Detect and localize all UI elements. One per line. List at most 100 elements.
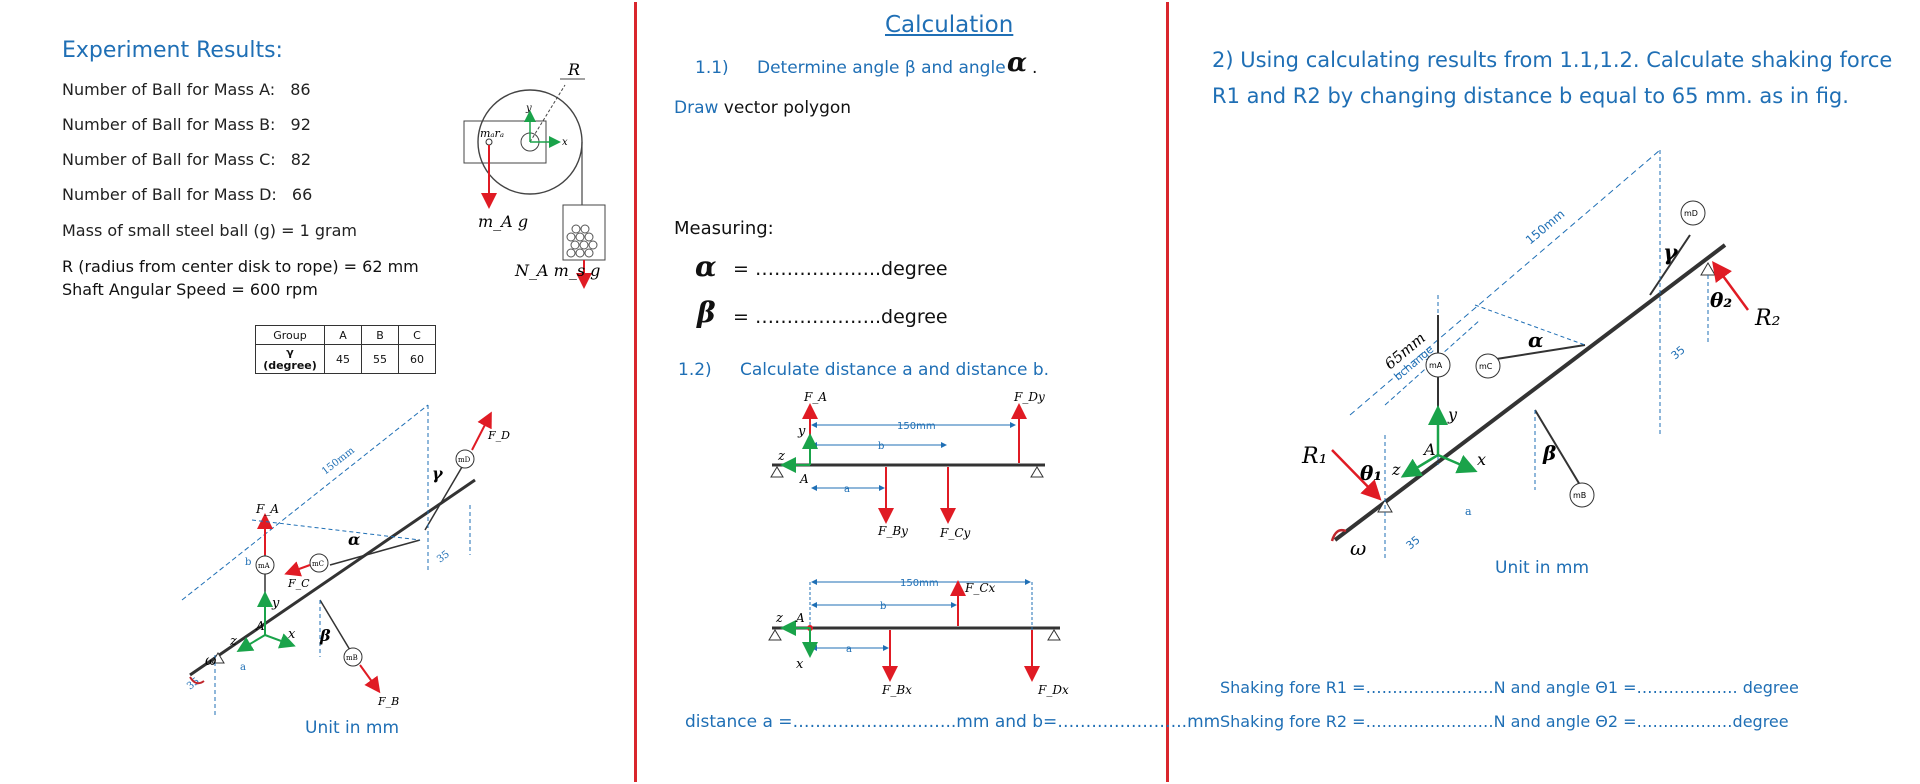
step-1-2-text: Calculate distance a and distance b. [740,360,1050,380]
mass-a-label-r: mA [1429,361,1443,370]
task-2-heading-line-1: 2) Using calculating results from 1.1,1.… [1212,48,1893,72]
fdx-label: F_Dx [1037,683,1069,697]
r1-arrow [1331,449,1382,501]
step-1-2-number: 1.2) [678,360,712,380]
dim-a-label-1: a [844,484,850,495]
mass-b-row: Number of Ball for Mass B: 92 [62,115,311,134]
gamma-label: γ [432,464,444,483]
gamma-table-row: γ (degree) 45 55 60 [255,344,436,374]
gamma-table-cell: 55 [361,344,399,374]
fcy-label: F_Cy [939,526,971,540]
draw-word: Draw [674,98,719,118]
rod-c [329,539,421,566]
radius-line: R (radius from center disk to rope) = 62… [62,257,419,276]
origin-label-r: A [1422,440,1436,459]
dim-a-label-2: a [846,644,852,655]
dim-35b-label-r: 35 [1669,343,1688,362]
alpha-guide [251,519,421,541]
dim-150-label-2: 150mm [900,578,939,589]
right-fig-unit: Unit in mm [1495,558,1590,578]
gamma-table-cell: 60 [398,344,436,374]
gamma-table-header: C [398,325,436,345]
radius-label: R [567,60,580,79]
mass-b-label-r: mB [1573,491,1586,500]
mass-a-value: 86 [290,80,311,99]
shaft-line-r [1333,243,1727,542]
nams-label: N_A m_s g [514,261,600,280]
fc-label: F_C [287,577,310,590]
mass-c-circle [309,553,329,573]
fby-label: F_By [877,524,908,538]
beta-symbol: β [697,296,716,329]
alpha-label: α [348,530,360,549]
support-right-2 [1047,629,1061,641]
z-arrow-r [1400,453,1439,478]
mass-c-label: Number of Ball for Mass C: [62,150,276,169]
origin-label-1: A [799,472,809,486]
y-label-1: y [797,424,806,439]
fbx-label: F_Bx [881,683,912,697]
measuring-label: Measuring: [674,218,774,239]
x-label: x [288,627,296,642]
r2-arrow [1712,260,1750,311]
column-divider-left [634,2,637,782]
omega-label-r: ω [1350,536,1366,560]
theta1-label: θ₁ [1360,461,1382,485]
shaft-figure-right: 150mm 65mm bchange mA mC α mD γ R₂ θ₂ 35… [1301,149,1780,560]
mass-d-label: Number of Ball for Mass D: [62,185,277,204]
dim-b-label-2: b [880,601,886,612]
x-force-diagram: 150mm b F_Cx F_Bx F_Dx a x z A [768,578,1069,697]
fa-label: F_A [255,502,279,516]
mass-d-label: mD [458,456,471,464]
left-fig-unit: Unit in mm [305,718,400,738]
z-arrow [236,634,266,653]
gamma-table-row-label: γ (degree) [255,344,325,374]
dim-150-label-r: 150mm [1523,207,1567,247]
gamma-table-cell: 45 [324,344,362,374]
speed-line: Shaft Angular Speed = 600 rpm [62,280,318,299]
task-2-heading-line-2: R1 and R2 by changing distance b equal t… [1212,84,1849,108]
mass-d-value: 66 [291,185,313,204]
mass-c-circle-r [1475,353,1501,379]
mag-label: m_A g [478,212,528,231]
fc-arrow [284,561,311,577]
shaking-r1-line: Shaking fore R1 =……………………N and angle Θ1 … [1220,678,1799,697]
gamma-table-header: Group [255,325,325,345]
mass-c-row: Number of Ball for Mass C: 82 [62,150,311,169]
fb-arrow [359,664,381,694]
mass-a-label: Number of Ball for Mass A: [62,80,276,99]
mass-b-circle-r [1569,482,1595,508]
x-arrow [264,633,296,649]
beta-label: β [319,626,331,645]
step-1-1-alpha: α [1007,48,1028,78]
steel-balls [566,224,598,258]
x-arrow-r [1437,453,1478,474]
mass-a-circle [255,555,275,575]
rod-b [319,599,351,651]
shaking-r2-line: Shaking fore R2 =……………………N and angle Θ2 … [1220,712,1789,731]
column-divider-right [1166,2,1169,782]
omega-label: ω [205,653,217,669]
fa-label-1: F_A [803,390,827,404]
alpha-blank: = ………………..degree [733,258,948,280]
step-1-1-text: Determine angle β and angle [757,58,1006,78]
gamma-table: Group A B C γ (degree) 45 55 60 [255,325,436,374]
shaft-figure-left: 150mm b mA F_A mC F_C α mD F_D γ 35 mB F… [181,404,510,715]
mass-c-label-r: mC [1479,362,1493,371]
dim-150-line-r [1349,149,1661,416]
draw-rest: vector polygon [718,98,852,118]
mass-d-label-r: mD [1684,209,1698,218]
y-label: y [271,596,280,611]
x-label-2: x [796,657,804,672]
dim-b-label: b [245,557,251,568]
dim-150-label: 150mm [320,445,357,477]
support-left-2 [768,629,782,641]
dim-150-label-1: 150mm [897,421,936,432]
experiment-results-title: Experiment Results: [62,38,283,63]
support-left-1 [770,466,784,478]
mass-b-label: Number of Ball for Mass B: [62,115,276,134]
z-label-1: z [777,449,785,464]
ball-mass-line: Mass of small steel ball (g) = 1 gram [62,221,357,240]
dim-65-line [1384,319,1481,406]
fdy-label: F_Dy [1013,390,1045,404]
